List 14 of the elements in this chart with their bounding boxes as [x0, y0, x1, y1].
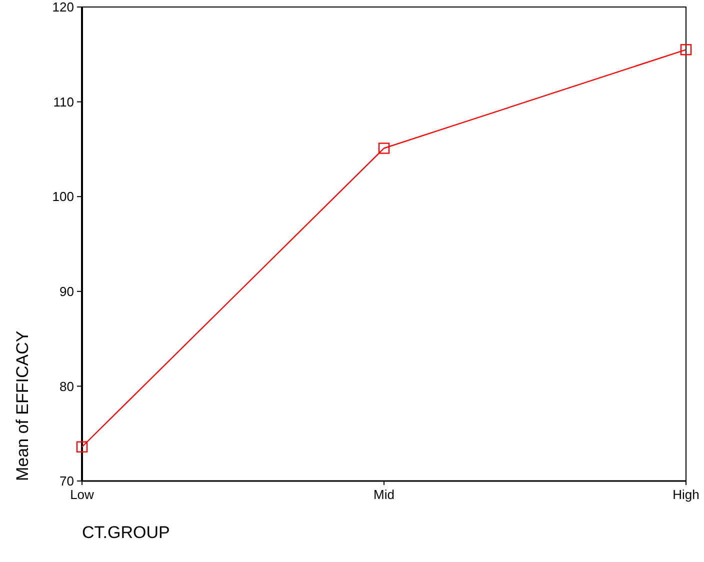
- point: [76, 441, 88, 452]
- x-tick-label: Low: [70, 487, 95, 502]
- y-tick-label: 100: [52, 189, 74, 204]
- y-tick-label: 70: [60, 474, 74, 489]
- y-tick-label: 90: [60, 284, 74, 299]
- x-tick-label: High: [672, 487, 700, 502]
- x-tick-label: Mid: [374, 487, 394, 502]
- y-tick-label: 110: [53, 94, 74, 110]
- point: [680, 44, 692, 56]
- y-tick-label: 80: [60, 378, 74, 394]
- x-axis-title: CT.GROUP: [82, 523, 170, 542]
- y-tick-label: 120: [52, 0, 74, 15]
- y-axis-title: Mean of EFFICACY: [13, 330, 32, 481]
- point: [378, 142, 390, 154]
